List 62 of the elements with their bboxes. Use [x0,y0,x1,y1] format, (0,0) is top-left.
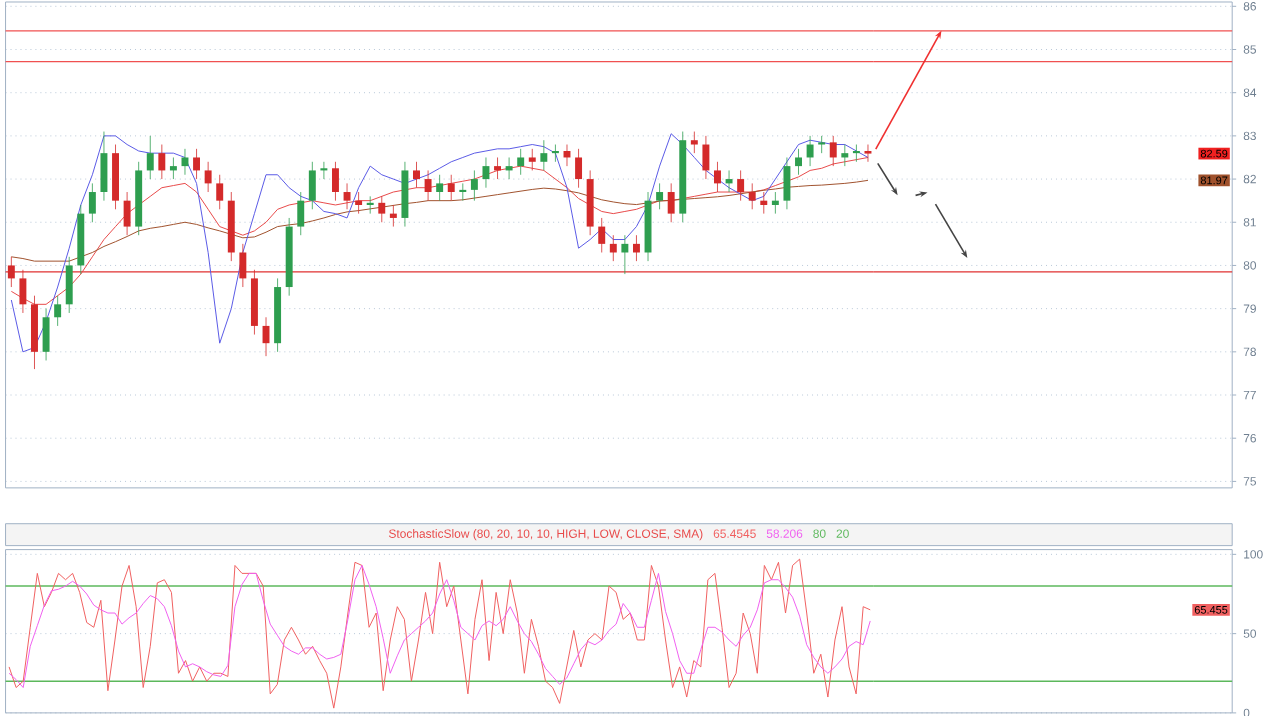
candlestick [702,135,710,180]
candlestick [169,156,177,180]
candlestick [621,234,629,275]
candlestick [42,307,50,361]
candlestick [355,191,363,214]
candlestick [771,191,779,214]
candlestick [494,156,502,180]
candlestick [204,160,212,192]
candlestick [459,182,467,201]
candlestick [598,217,606,253]
candlestick [818,135,826,154]
candlestick [795,148,802,175]
candlestick [748,182,756,210]
candlestick [841,143,849,167]
candlestick [193,148,201,180]
candlestick [505,156,513,180]
candlestick [586,169,594,236]
candlestick [551,143,559,162]
candlestick [609,234,617,262]
candlestick [852,143,860,162]
candlestick [378,195,386,223]
candlestick [864,143,872,162]
candlestick [424,169,432,201]
candlestick [667,182,675,223]
candlestick [656,182,664,210]
candlestick [181,148,189,175]
candlestick [413,160,420,188]
candlestick [632,234,640,262]
candlestick [517,148,525,175]
candlestick [31,294,38,370]
candlestick [714,160,721,192]
candlestick [470,169,478,201]
candlestick [447,173,455,201]
candlestick [216,173,224,210]
candlestick [297,191,305,236]
candlestick [123,191,131,236]
candlestick [389,204,397,227]
candlestick [806,135,814,167]
candlestick [88,182,96,223]
candlestick [366,195,374,214]
candlestick [65,255,73,313]
candlestick [540,139,548,171]
candlestick [146,135,154,180]
candlestick [760,191,768,214]
candlestick [54,294,62,326]
candlestick [332,160,339,201]
candlestick [320,160,328,180]
candlestick [737,169,745,201]
candlestick [725,169,733,192]
candlestick [575,148,583,188]
candlestick [528,148,536,171]
candlestick [482,156,490,188]
candlestick [783,156,791,210]
candlestick [829,135,837,167]
candlestick [158,143,166,180]
candlestick [308,160,316,210]
candlestick [690,130,698,154]
candlestick [401,160,409,227]
candlestick [343,182,351,210]
candlestick [436,173,444,201]
candlestick [112,143,119,210]
candlestick [100,130,108,201]
